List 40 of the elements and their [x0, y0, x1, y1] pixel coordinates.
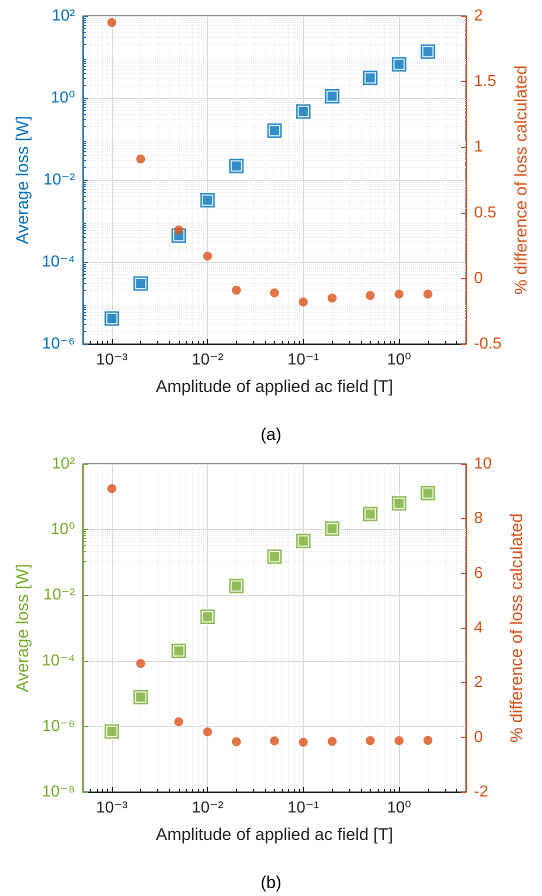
y2-tick-label: 0: [474, 728, 483, 746]
x-axis-title: Amplitude of applied ac field [T]: [156, 377, 394, 396]
y2-tick-label: 0.5: [474, 204, 496, 222]
text: (a): [260, 425, 282, 444]
y-tick-label: 10²: [52, 456, 76, 472]
x-tick-label: 10⁻¹: [288, 352, 320, 368]
x-axis-title: Amplitude of applied ac field [T]: [156, 825, 394, 844]
y-tick-label: 10²: [52, 8, 76, 24]
y2-tick-label: 4: [474, 620, 483, 636]
x-tick-label: 10⁰: [386, 352, 412, 368]
y-tick-label: 10⁻⁸: [42, 784, 75, 800]
y-tick-label: 10⁻²: [43, 586, 76, 604]
y-tick-label: 10⁻⁴: [42, 652, 76, 670]
y2-axis-title: % difference of loss calculated: [507, 513, 526, 743]
y2-tick-label: 10: [474, 456, 492, 472]
y2-tick-label: 2: [474, 8, 483, 24]
x-tick-label: 10⁻³: [96, 800, 128, 816]
x-tick-label: 10⁻¹: [288, 800, 320, 816]
y-axis-title: Average loss [W]: [12, 564, 32, 692]
y-tick-label: 10⁻⁶: [42, 336, 75, 352]
x-tick-label: 10⁰: [386, 800, 412, 816]
y2-tick-label: -2: [474, 784, 488, 800]
x-tick-label: 10⁻²: [192, 352, 224, 368]
y2-tick-label: 1.5: [474, 73, 496, 90]
x-tick-label: 10⁻³: [96, 352, 128, 368]
y2-axis-title: % difference of loss calculated: [511, 65, 530, 295]
y2-tick-label: 8: [474, 510, 483, 528]
y2-tick-label: -0.5: [474, 336, 502, 352]
y2-tick-label: 6: [474, 564, 483, 582]
y-tick-label: 10⁻²: [43, 172, 76, 188]
y-tick-label: 10⁰: [50, 521, 75, 538]
text: (b): [260, 873, 282, 892]
y-axis-title: Average loss [W]: [12, 116, 32, 244]
y-tick-label: 10⁻⁴: [42, 254, 76, 270]
y-tick-label: 10⁰: [50, 90, 75, 106]
y2-tick-label: 2: [474, 674, 483, 692]
y-tick-label: 10⁻⁶: [42, 718, 75, 735]
y2-tick-label: 0: [474, 270, 483, 287]
y2-tick-label: 1: [474, 138, 483, 156]
x-tick-label: 10⁻²: [192, 800, 224, 816]
